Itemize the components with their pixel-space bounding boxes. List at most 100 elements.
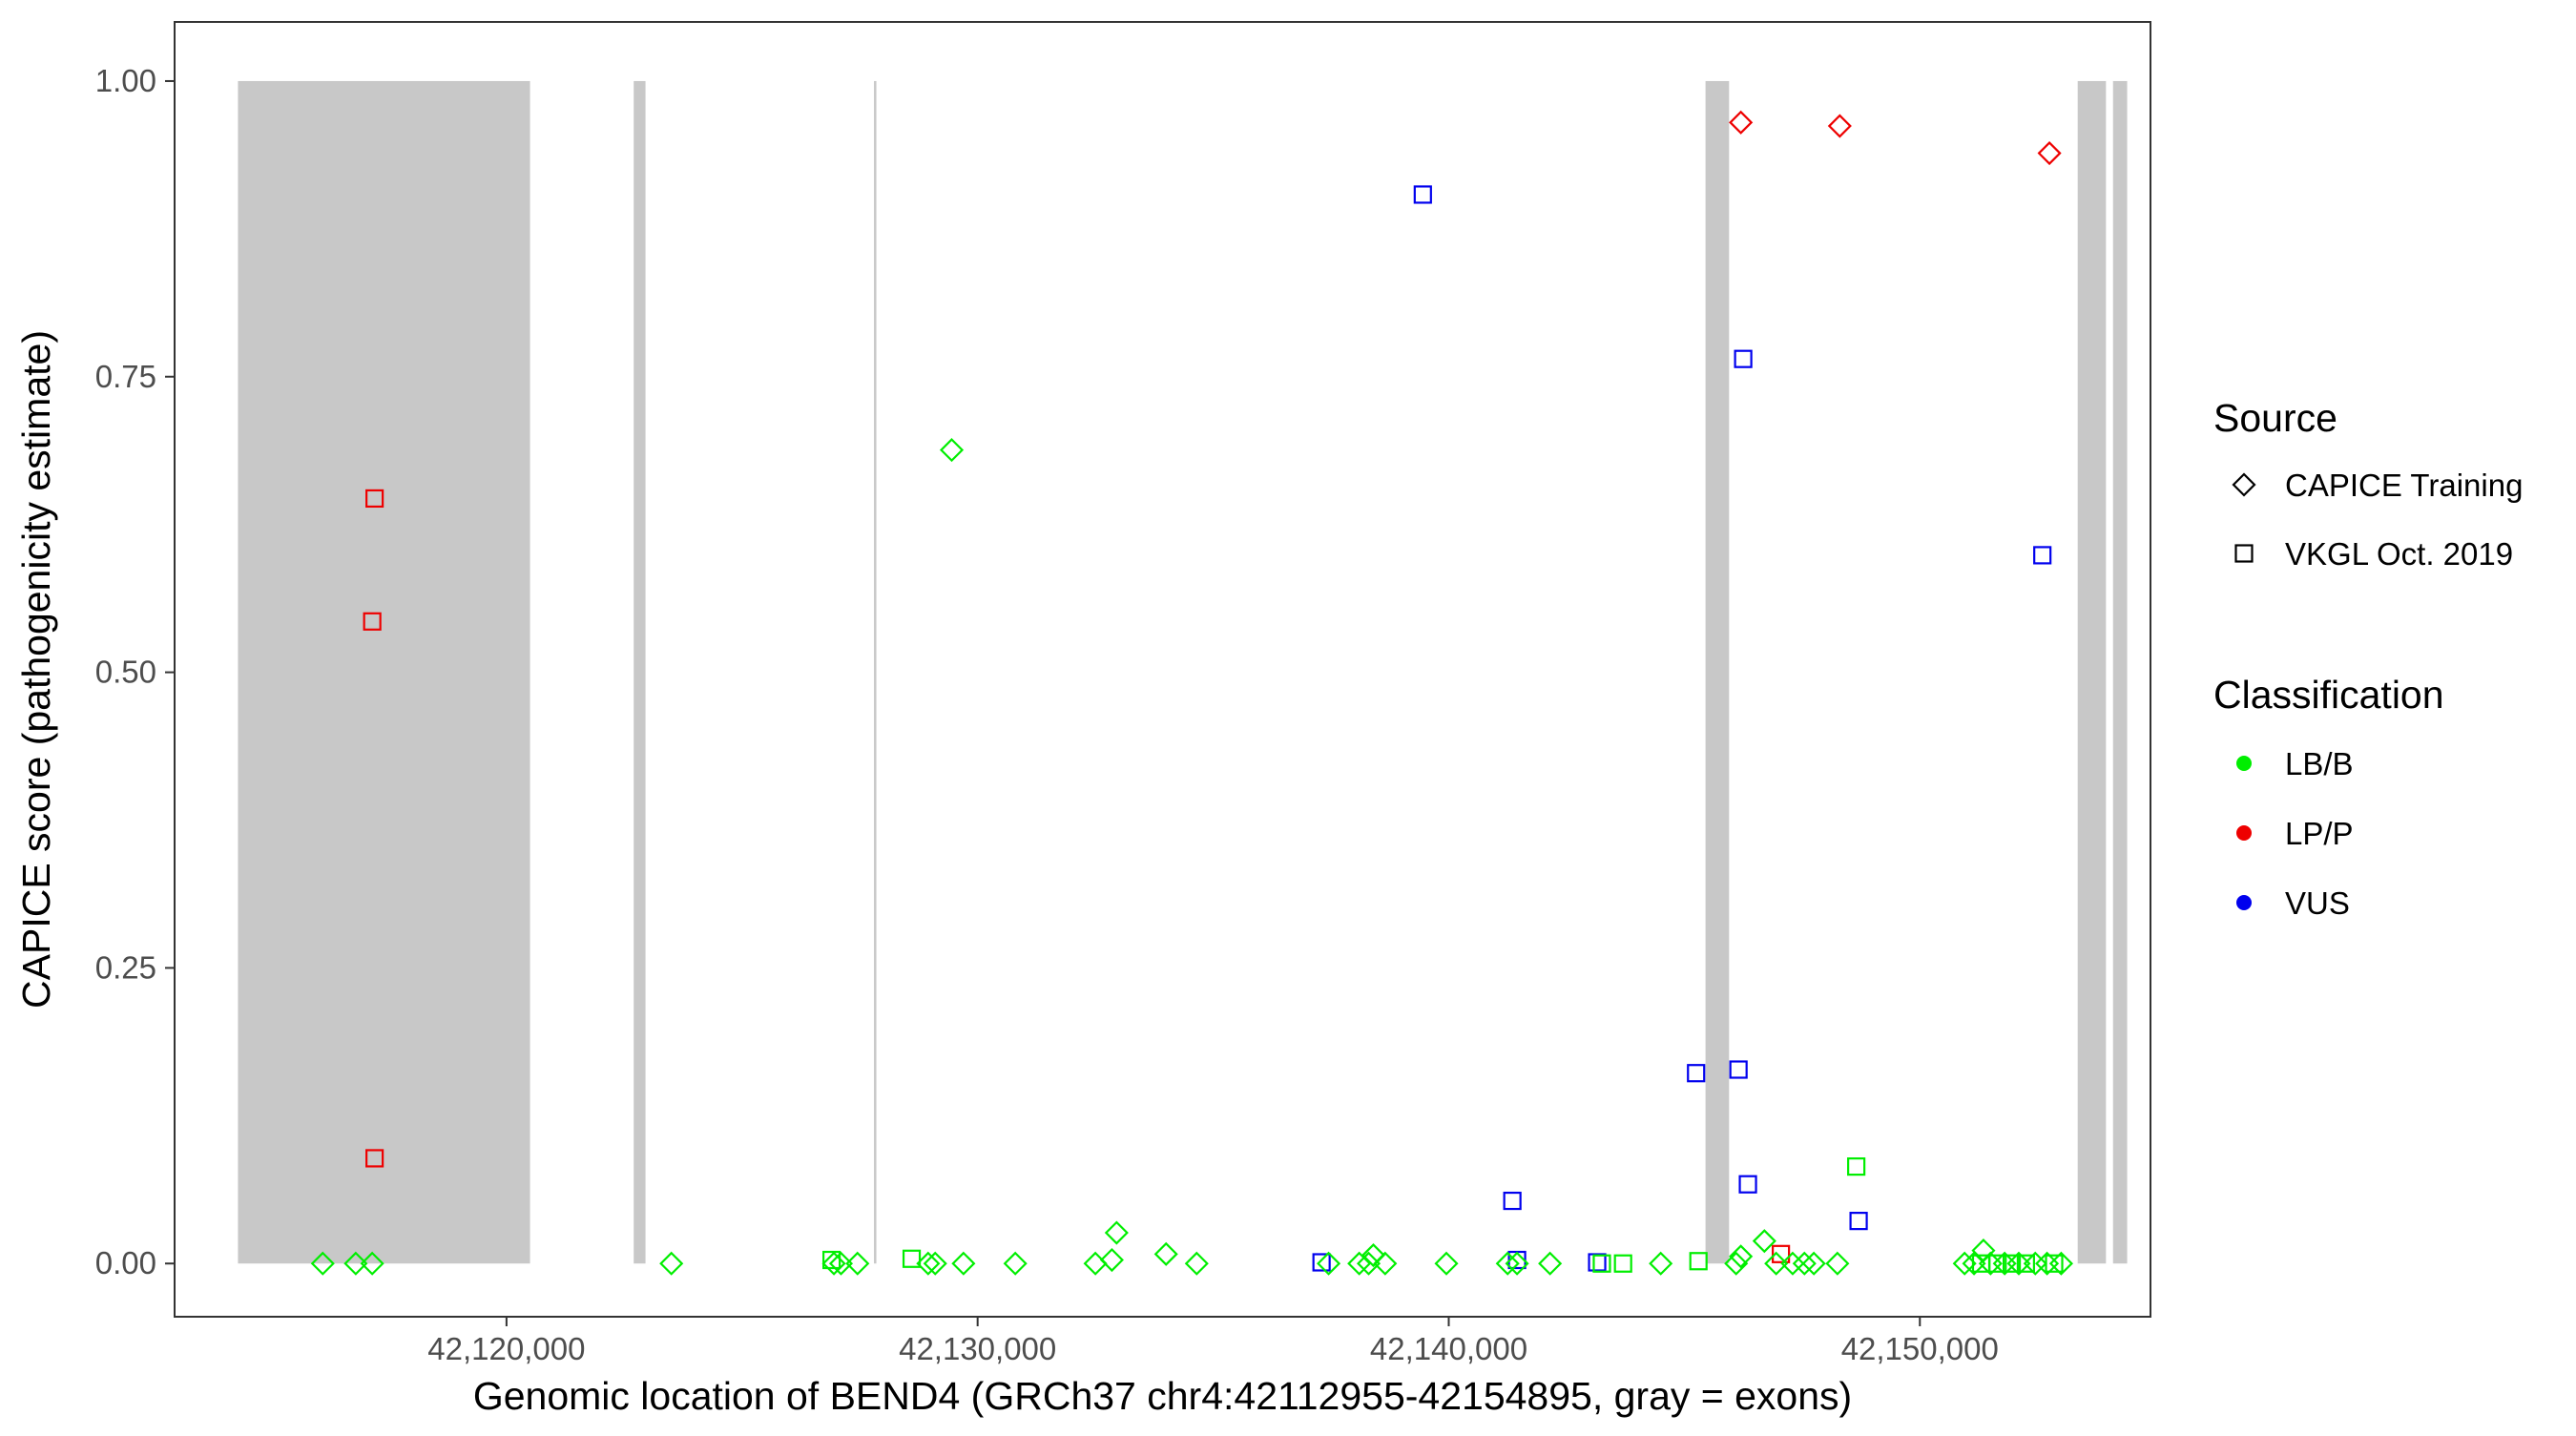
point-square-20 <box>1847 1157 1866 1176</box>
point-square-53 <box>1613 1254 1632 1273</box>
legend-classification-title: Classification <box>2213 673 2444 717</box>
x-axis: 42,120,000 42,130,000 42,140,000 42,150,000 <box>427 1317 1999 1366</box>
point-diamond-33 <box>360 1251 384 1276</box>
point-diamond-43 <box>1184 1251 1209 1276</box>
y-axis: 0.00 0.25 0.50 0.75 1.00 <box>95 63 175 1280</box>
point-square-16 <box>1312 1253 1331 1272</box>
point-diamond-31 <box>310 1251 335 1276</box>
point-diamond-56 <box>1764 1251 1789 1276</box>
point-diamond-51 <box>1538 1251 1563 1276</box>
point-diamond-42 <box>1083 1251 1108 1276</box>
point-diamond-39 <box>923 1251 947 1276</box>
point-square-3 <box>365 1149 384 1168</box>
point-square-10 <box>2033 546 2052 565</box>
point-diamond-73 <box>2048 1251 2073 1276</box>
legend-classification-label-2: LP/P <box>2285 816 2354 851</box>
point-diamond-26 <box>1729 1244 1754 1269</box>
point-square-29 <box>1689 1252 1708 1271</box>
point-square-12 <box>1729 1060 1748 1079</box>
exon-band-1 <box>238 80 530 1264</box>
point-diamond-44 <box>1317 1251 1341 1276</box>
point-diamond-68 <box>2006 1251 2031 1276</box>
point-diamond-48 <box>1434 1251 1459 1276</box>
point-diamond-25 <box>1361 1243 1386 1268</box>
point-square-27 <box>902 1249 922 1268</box>
point-diamond-46 <box>1356 1251 1381 1276</box>
legend-classification-label-1: LB/B <box>2285 746 2354 781</box>
point-diamond-21 <box>1104 1220 1129 1245</box>
point-square-18 <box>1588 1253 1607 1272</box>
point-diamond-70 <box>2023 1251 2047 1276</box>
point-diamond-24 <box>1153 1241 1178 1266</box>
legend-color-key-3 <box>2236 895 2252 910</box>
point-square-69 <box>2016 1254 2035 1273</box>
point-diamond-22 <box>1752 1229 1776 1254</box>
point-square-14 <box>1503 1191 1522 1211</box>
point-diamond-34 <box>659 1251 684 1276</box>
point-diamond-54 <box>1649 1251 1673 1276</box>
point-square-8 <box>1413 185 1432 204</box>
legend-source-title: Source <box>2213 396 2337 440</box>
point-diamond-30 <box>1099 1247 1124 1273</box>
point-square-15 <box>1849 1212 1868 1231</box>
point-diamond-62 <box>1962 1251 1986 1276</box>
point-diamond-41 <box>1003 1251 1028 1276</box>
point-diamond-36 <box>828 1251 854 1276</box>
point-diamond-38 <box>916 1251 941 1276</box>
point-diamond-47 <box>1373 1251 1398 1276</box>
point-square-67 <box>2002 1254 2022 1273</box>
point-diamond-37 <box>845 1251 870 1276</box>
exon-band-5 <box>2077 80 2107 1264</box>
point-diamond-50 <box>1505 1251 1529 1276</box>
exon-band-2 <box>634 80 646 1264</box>
y-tick-label-2: 0.25 <box>95 949 156 985</box>
point-diamond-32 <box>343 1251 368 1276</box>
plot-panel-border <box>174 21 2151 1318</box>
legend-color-key-2 <box>2236 825 2252 841</box>
point-diamond-40 <box>951 1251 976 1276</box>
y-tick-label-1: 0.00 <box>95 1245 156 1280</box>
point-diamond-60 <box>1825 1251 1850 1276</box>
x-tick-label-1: 42,120,000 <box>427 1331 585 1366</box>
legend-classification-label-3: VUS <box>2285 885 2350 921</box>
x-axis-label: Genomic location of BEND4 (GRCh37 chr4:4… <box>473 1374 1852 1418</box>
x-tick-label-2: 42,130,000 <box>899 1331 1056 1366</box>
legend-diamond-key <box>2232 472 2256 497</box>
point-diamond-55 <box>1724 1251 1749 1276</box>
legend-source-label-1: CAPICE Training <box>2285 468 2523 503</box>
point-square-7 <box>1772 1244 1791 1263</box>
exon-band-4 <box>1705 80 1730 1264</box>
y-tick-label-4: 0.75 <box>95 359 156 394</box>
point-diamond-61 <box>1952 1251 1977 1276</box>
point-square-9 <box>1734 349 1753 368</box>
legend-square-key <box>2234 544 2254 563</box>
point-diamond-57 <box>1780 1251 1805 1276</box>
point-square-1 <box>365 489 384 509</box>
x-tick-label-4: 42,150,000 <box>1841 1331 1999 1366</box>
y-tick-label-3: 0.50 <box>95 655 156 690</box>
exon-regions <box>238 80 2128 1264</box>
point-diamond-49 <box>1495 1251 1520 1276</box>
point-diamond-6 <box>2037 141 2062 166</box>
point-diamond-45 <box>1347 1251 1372 1276</box>
point-square-65 <box>1988 1254 2007 1273</box>
point-diamond-58 <box>1792 1251 1817 1276</box>
point-square-13 <box>1738 1175 1757 1194</box>
data-points <box>310 110 2073 1276</box>
point-diamond-4 <box>1729 110 1754 135</box>
point-diamond-19 <box>939 438 965 463</box>
point-diamond-35 <box>821 1251 846 1276</box>
legend-color-key-1 <box>2236 756 2252 771</box>
point-square-72 <box>2045 1254 2064 1273</box>
y-tick-label-5: 1.00 <box>95 63 156 98</box>
legend-source-label-2: VKGL Oct. 2019 <box>2285 536 2513 572</box>
point-square-2 <box>363 612 382 631</box>
point-square-11 <box>1687 1064 1706 1083</box>
point-square-52 <box>1592 1254 1611 1273</box>
exon-band-6 <box>2112 80 2128 1264</box>
exon-band-3 <box>874 80 877 1264</box>
x-tick-label-3: 42,140,000 <box>1370 1331 1527 1366</box>
y-axis-label: CAPICE score (pathogenicity estimate) <box>14 330 58 1009</box>
